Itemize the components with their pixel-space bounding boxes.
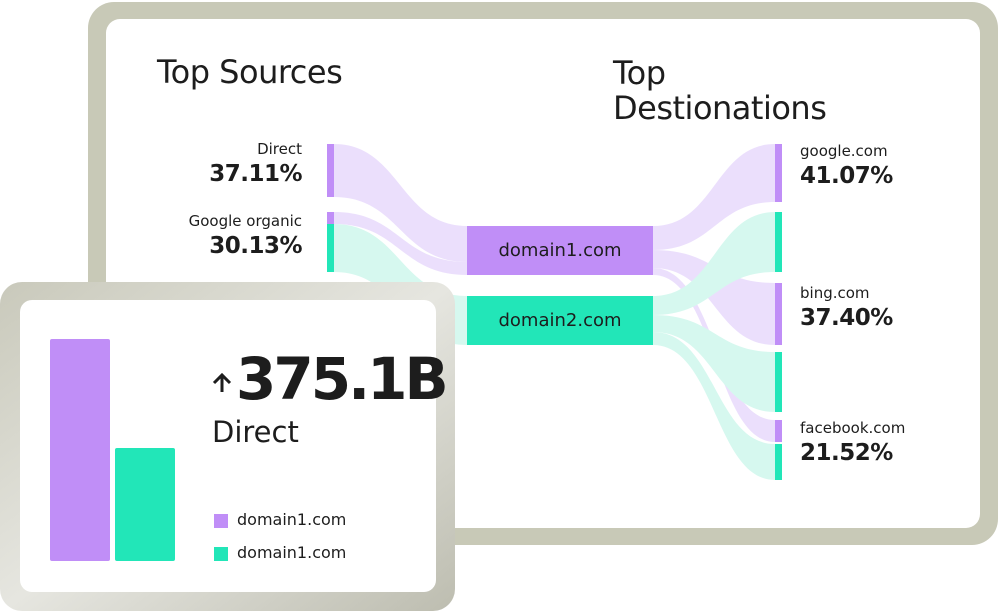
flow [653,250,775,345]
destination-label: facebook.com [800,419,906,437]
source-bar [327,144,334,197]
flow [653,332,775,480]
card-value: 375.1B [236,345,449,413]
destination-label: google.com [800,142,888,160]
destination-percent: 21.52% [800,440,893,466]
card-label: Direct [212,415,299,449]
domain-node [467,296,653,345]
source-bar [327,212,334,224]
flow [653,212,775,315]
domain-label: domain2.com [498,310,622,331]
legend-swatch [214,514,228,528]
destinations-title: Top Destionations [613,54,827,127]
legend-label: domain1.com [237,543,347,562]
destination-bar [775,352,782,412]
source-percent: 37.11% [209,161,302,187]
source-label: Direct [257,140,302,158]
destination-percent: 37.40% [800,305,893,331]
domain-label: domain1.com [498,240,622,261]
destination-bar [775,144,782,202]
sources-title: Top Sources [157,53,343,91]
flow [334,144,467,262]
destination-bar [775,420,782,442]
flow [653,144,775,250]
destination-bar [775,212,782,272]
legend-swatch [214,547,228,561]
card-bar [50,339,110,561]
legend-label: domain1.com [237,510,347,529]
destination-bar [775,444,782,480]
destination-percent: 41.07% [800,163,893,189]
up-arrow-icon [212,372,232,392]
destination-bar [775,283,782,345]
destination-label: bing.com [800,284,870,302]
source-label: Google organic [188,212,302,230]
flow [334,212,467,275]
source-bar [327,224,334,272]
card-bar [115,448,175,561]
domain-node [467,226,653,275]
flow [653,315,775,412]
source-percent: 30.13% [209,233,302,259]
